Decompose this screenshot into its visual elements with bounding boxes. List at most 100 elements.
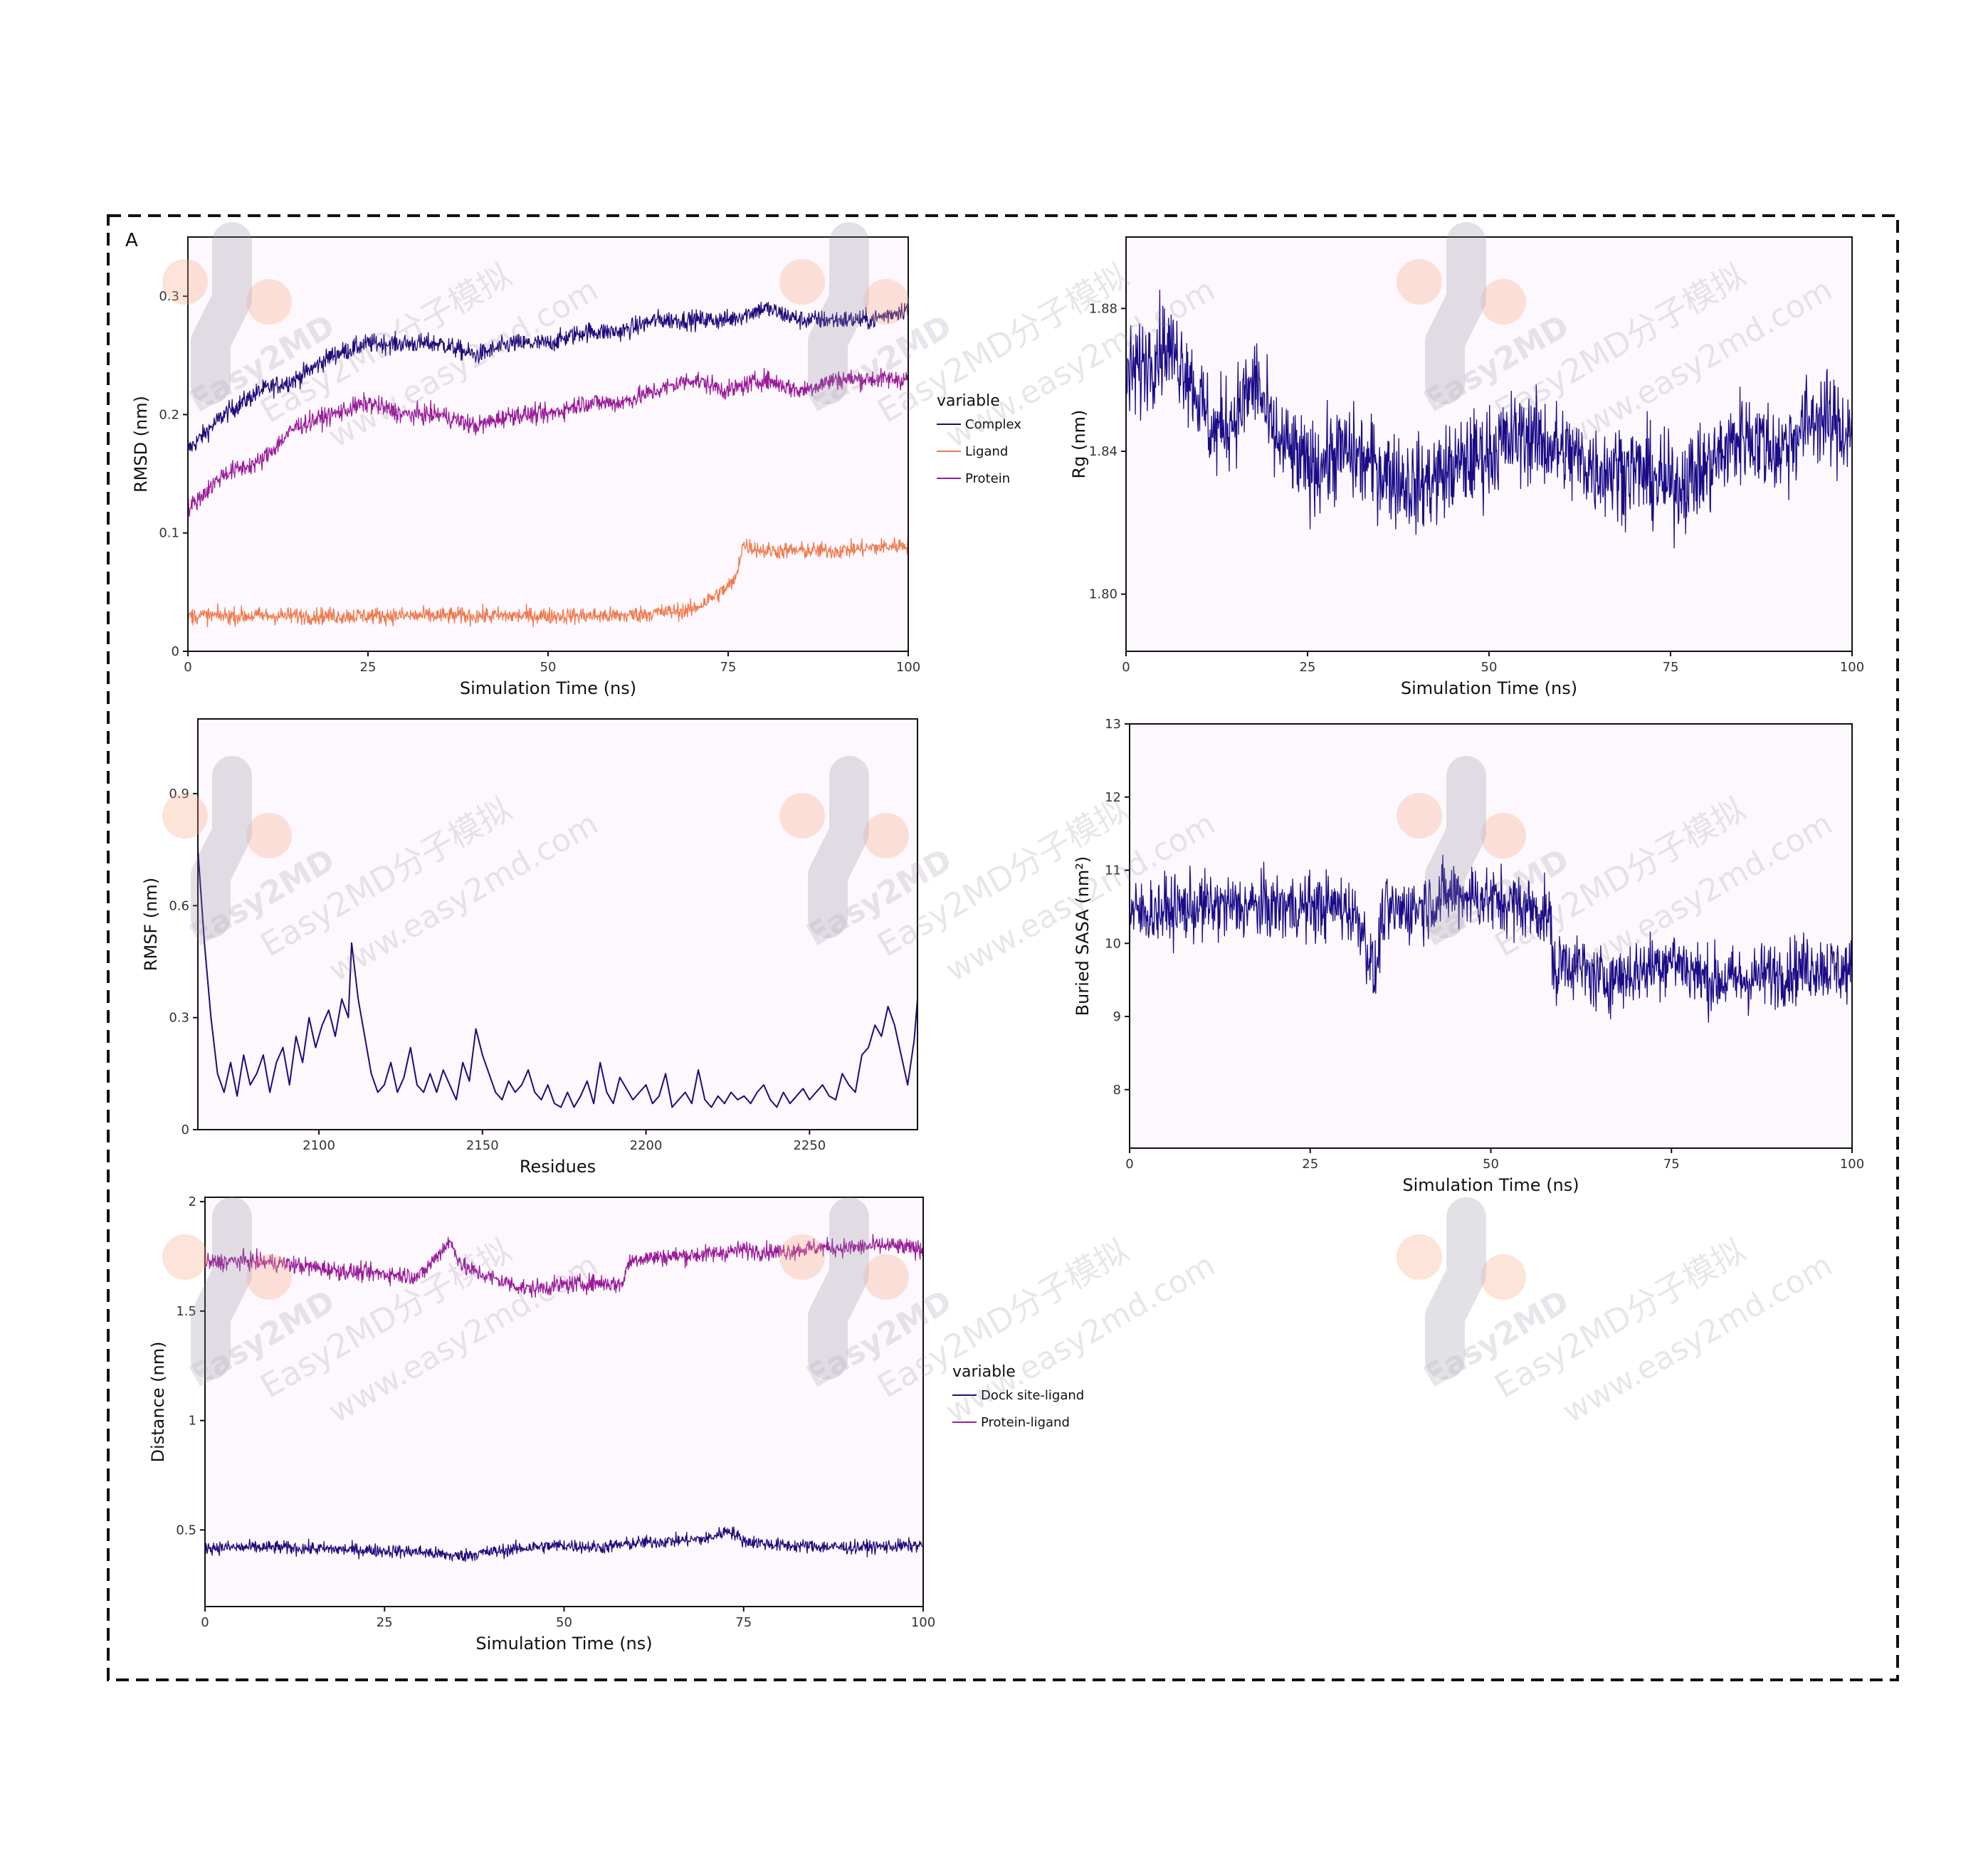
sasa-ytick-label: 10 (1105, 936, 1121, 951)
distance-xtick-label: 100 (911, 1615, 935, 1630)
watermark-logo-dot (1481, 1254, 1526, 1300)
watermark-logo-mark (808, 756, 869, 938)
panel-label: A (125, 230, 138, 251)
watermark-logo-dot (1481, 279, 1526, 325)
rmsd-legend: variable Complex Ligand Protein (937, 392, 1021, 486)
watermark-logo-dot (779, 259, 825, 305)
rmsf-x-axis-label: Residues (520, 1157, 596, 1177)
watermark-logo-mark (1425, 1197, 1486, 1379)
watermark-logo-dot (162, 259, 208, 305)
watermark-logo-dot (1397, 1234, 1442, 1280)
rmsd-legend-item: Ligand (965, 444, 1008, 459)
watermark-logo-dot (162, 793, 208, 839)
watermark-logo-mark (1425, 756, 1486, 938)
dashed-panel-border (107, 214, 1899, 1681)
rg-series-group (1126, 290, 1852, 549)
rmsd-ytick-label: 0.2 (159, 407, 179, 422)
rmsf-plot-area (198, 719, 917, 1130)
rmsf-ytick-label: 0 (182, 1123, 189, 1137)
rmsf-xtick-label: 2150 (466, 1138, 499, 1153)
rmsd-legend-item: Protein (965, 471, 1010, 486)
rmsd-series-protein (188, 367, 908, 517)
distance-xtick-label: 25 (377, 1615, 393, 1630)
chart-sasa: 0 25 50 75 100 8 9 10 11 12 13 Simulation Time (ns)… (1073, 717, 1864, 1195)
watermark-logo-mark (808, 1197, 869, 1379)
rmsd-y-axis-label: RMSD (nm) (131, 396, 151, 493)
distance-series-group (205, 1234, 923, 1562)
watermark-logo-dot (863, 279, 909, 325)
distance-ytick-label: 1.5 (176, 1304, 196, 1319)
rg-ytick-label: 1.80 (1089, 587, 1117, 602)
rmsf-y-axis-label: RMSF (nm) (141, 878, 161, 971)
distance-ytick-label: 2 (189, 1194, 196, 1209)
rmsd-series-group (188, 298, 908, 628)
rmsf-series-group (198, 849, 917, 1108)
distance-legend-item: Protein-ligand (981, 1415, 1070, 1430)
distance-xtick-label: 50 (556, 1615, 572, 1630)
sasa-series-group (1130, 854, 1852, 1023)
sasa-xtick-label: 0 (1125, 1157, 1133, 1172)
rmsd-xtick-label: 100 (896, 660, 920, 675)
rmsd-plot-area (188, 237, 908, 651)
rmsd-ytick-label: 0.1 (159, 526, 179, 541)
watermark-logo-mark (191, 222, 252, 404)
rmsd-xtick-label: 50 (540, 660, 557, 675)
sasa-xtick-label: 25 (1302, 1157, 1318, 1172)
sasa-ytick-label: 12 (1105, 790, 1121, 805)
rmsd-x-axis-label: Simulation Time (ns) (460, 678, 636, 698)
distance-ytick-label: 0.5 (176, 1523, 196, 1538)
sasa-ytick-label: 11 (1105, 863, 1121, 878)
watermark-logo-dot (1481, 813, 1526, 858)
watermark-logo-dot (162, 1234, 208, 1280)
distance-legend-title: variable (952, 1363, 1016, 1381)
rg-y-axis-label: Rg (nm) (1069, 410, 1089, 479)
rmsd-ytick-label: 0.3 (159, 289, 179, 304)
watermark-logo-dot (1397, 793, 1442, 839)
sasa-plot-area (1130, 724, 1852, 1148)
rmsf-ytick-label: 0.9 (169, 787, 189, 802)
distance-series-dock-site-ligand (205, 1526, 923, 1562)
sasa-ytick-label: 13 (1105, 717, 1121, 732)
sasa-ytick-label: 8 (1113, 1083, 1121, 1098)
rmsf-xtick-label: 2100 (303, 1138, 335, 1153)
distance-legend: variable Dock site-ligand Protein-ligand (952, 1363, 1084, 1430)
rmsd-legend-item: Complex (965, 417, 1021, 432)
rg-ytick-label: 1.88 (1089, 301, 1117, 316)
rmsf-series-line (198, 849, 917, 1108)
rmsd-legend-title: variable (937, 392, 1000, 410)
sasa-xtick-label: 50 (1483, 1157, 1499, 1172)
rmsf-ytick-label: 0.3 (169, 1011, 189, 1026)
rg-xtick-label: 100 (1840, 660, 1864, 675)
chart-distance: 0 25 50 75 100 0.5 1 1.5 2 Simulation Time (ns) Di… (148, 1194, 1084, 1654)
watermark-logo-dot (246, 279, 292, 325)
sasa-x-axis-label: Simulation Time (ns) (1402, 1175, 1579, 1195)
sasa-y-axis-label: Buried SASA (nm²) (1073, 856, 1093, 1016)
rmsf-xtick-label: 2250 (793, 1138, 826, 1153)
distance-y-axis-label: Distance (nm) (148, 1342, 168, 1463)
watermark-logo-mark (808, 222, 869, 404)
distance-xtick-label: 0 (201, 1615, 209, 1630)
rg-xtick-label: 25 (1300, 660, 1316, 675)
sasa-xtick-label: 75 (1663, 1157, 1680, 1172)
rmsd-series-ligand (188, 537, 908, 628)
rmsd-xtick-label: 25 (360, 660, 377, 675)
rmsd-xtick-label: 0 (184, 660, 191, 675)
rg-xtick-label: 50 (1481, 660, 1498, 675)
watermark-logo-dot (863, 1254, 909, 1300)
watermark-logo-dot (1397, 259, 1442, 305)
rmsf-axes-frame (197, 718, 918, 1130)
sasa-ytick-label: 9 (1113, 1009, 1121, 1024)
rg-xtick-label: 0 (1122, 660, 1130, 675)
rmsf-ytick-label: 0.6 (169, 898, 189, 913)
rmsd-xtick-label: 75 (720, 660, 737, 675)
watermark-logo-mark (191, 1197, 252, 1379)
chart-rmsf: 2100 2150 2200 2250 0 0.3 0.6 0.9 Residues RMSF (… (141, 718, 918, 1177)
watermark-logo-dot (246, 813, 292, 858)
rmsd-ytick-label: 0 (172, 644, 179, 659)
sasa-series-line (1130, 854, 1852, 1023)
watermark-logo-dot (779, 1234, 825, 1280)
watermark-logo-mark (1425, 222, 1486, 404)
